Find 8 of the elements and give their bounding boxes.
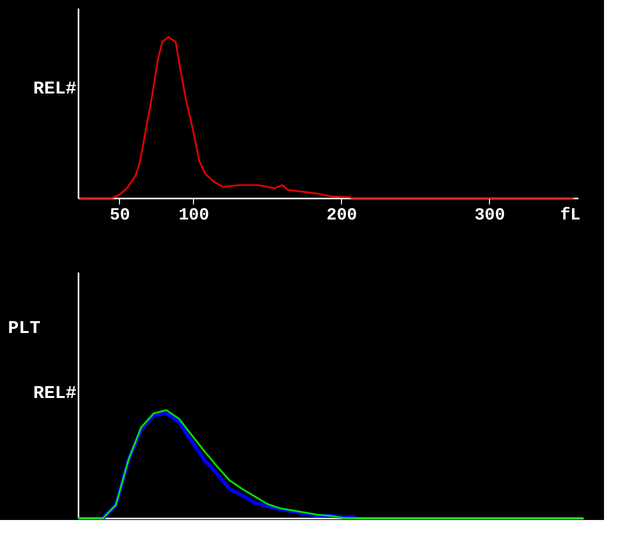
y-axis-title: REL# — [33, 384, 77, 404]
chart-title: PLT — [8, 319, 41, 339]
x-axis-title: fL — [560, 206, 580, 226]
x-tick-label: 50 — [110, 206, 130, 226]
y-axis-title: REL# — [33, 79, 77, 100]
x-tick-label: 300 — [474, 206, 506, 226]
x-tick-label: 200 — [326, 206, 358, 226]
x-tick-label: 100 — [178, 206, 210, 226]
